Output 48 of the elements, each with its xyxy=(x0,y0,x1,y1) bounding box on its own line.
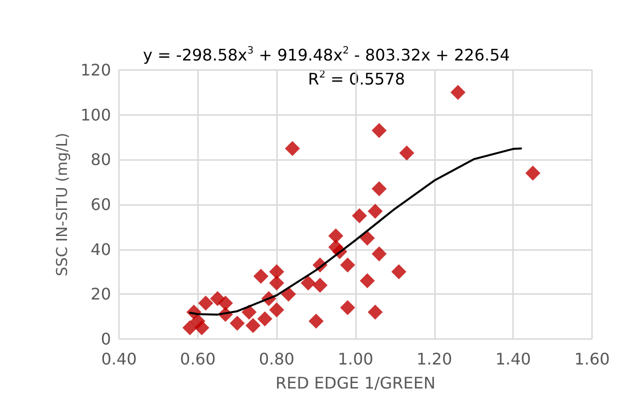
x-axis-title: RED EDGE 1/GREEN xyxy=(276,374,436,392)
point xyxy=(360,273,375,288)
point xyxy=(372,181,387,196)
point xyxy=(352,208,367,224)
y-tick-label: 60 xyxy=(90,195,111,214)
x-tick-label: 0.80 xyxy=(258,350,294,368)
point xyxy=(269,264,284,280)
point xyxy=(399,145,414,160)
point xyxy=(182,320,198,336)
y-tick-label: 40 xyxy=(90,240,111,259)
point xyxy=(280,286,296,302)
point xyxy=(242,304,257,320)
point xyxy=(340,300,356,316)
point xyxy=(308,314,324,329)
point xyxy=(340,258,356,273)
point xyxy=(360,230,375,246)
x-tick-label: 0.40 xyxy=(101,350,137,368)
point xyxy=(368,204,383,219)
point xyxy=(198,296,214,311)
point xyxy=(269,275,284,290)
point xyxy=(230,316,245,331)
y-tick-label: 120 xyxy=(80,60,111,80)
point xyxy=(525,166,540,181)
x-tick-label: 0.60 xyxy=(180,350,216,368)
point xyxy=(368,304,383,320)
point xyxy=(190,314,206,329)
y-tick-label: 0 xyxy=(100,330,111,348)
point xyxy=(257,311,272,326)
point xyxy=(372,123,387,138)
point xyxy=(372,246,387,262)
point xyxy=(300,275,316,290)
point xyxy=(312,278,328,293)
y-axis-title: SSC IN-SITU (mg/L) xyxy=(53,132,72,276)
x-tick-label: 1.40 xyxy=(495,350,531,368)
x-tick-label: 1.20 xyxy=(416,350,452,368)
point xyxy=(391,264,406,280)
x-tick-label: 1.00 xyxy=(338,350,374,368)
point xyxy=(328,228,344,244)
x-tick-label: 1.60 xyxy=(574,350,610,368)
point xyxy=(450,84,466,100)
y-tick-label: 100 xyxy=(80,105,111,124)
y-tick-label: 20 xyxy=(90,284,111,304)
y-tick-label: 80 xyxy=(90,150,111,170)
point xyxy=(210,291,226,306)
point xyxy=(269,302,284,318)
point xyxy=(253,268,268,284)
point xyxy=(284,140,300,156)
point xyxy=(246,318,261,334)
